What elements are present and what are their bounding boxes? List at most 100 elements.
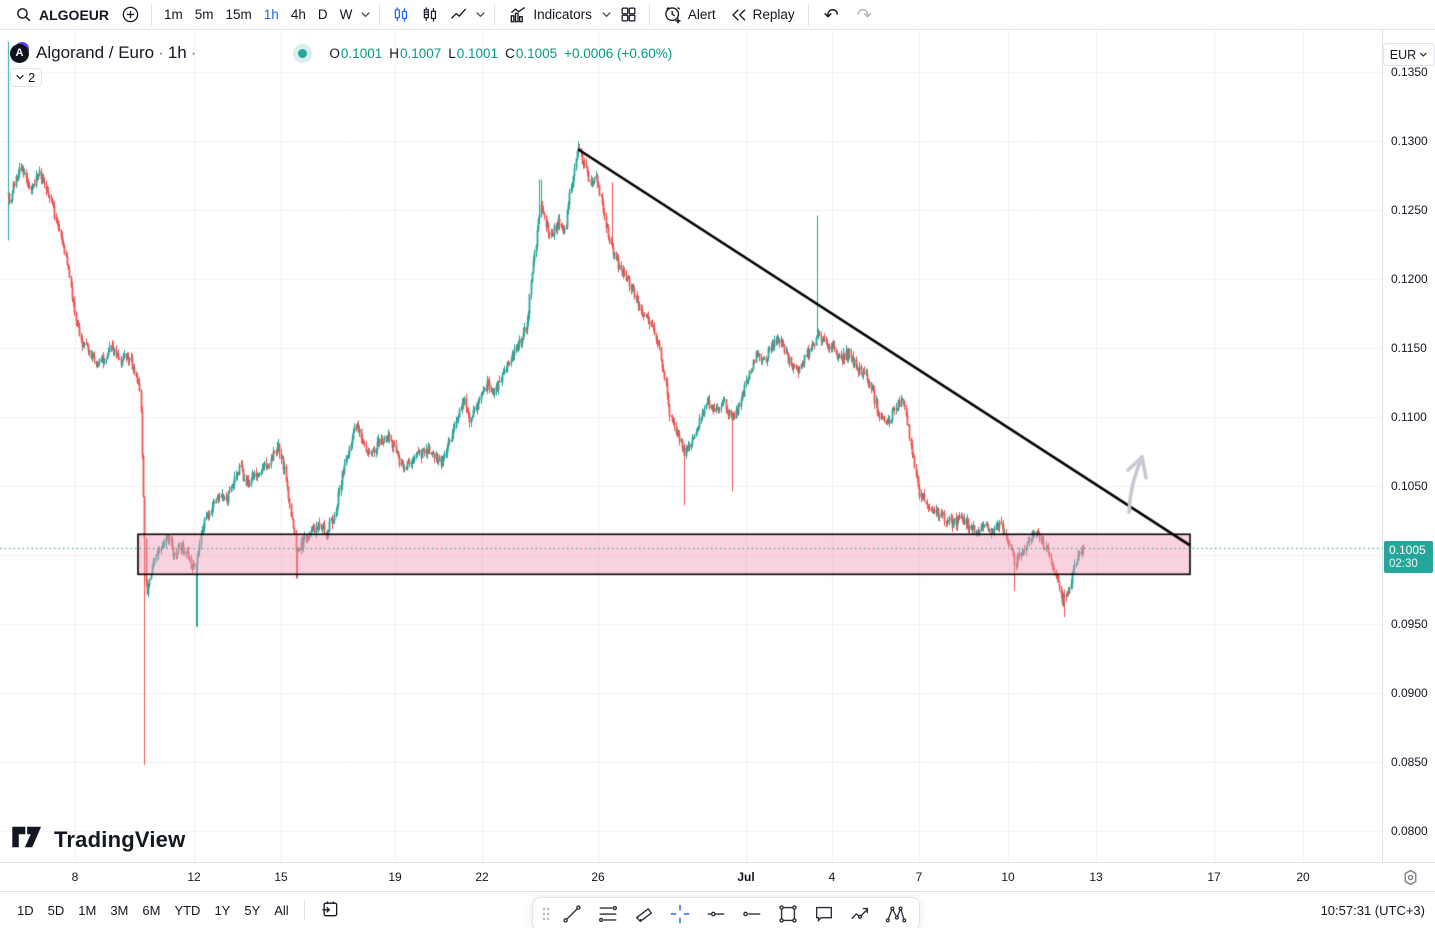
chevron-down-icon xyxy=(15,70,25,85)
go-to-date-button[interactable] xyxy=(313,894,347,927)
toolbar-divider xyxy=(303,900,305,920)
range-group: 1D 5D 1M 3M 6M YTD 1Y 5Y All xyxy=(10,898,296,923)
interval-button-D[interactable]: D xyxy=(312,2,334,28)
price-change: +0.0006 (+0.60%) xyxy=(564,45,673,61)
ray-icon[interactable] xyxy=(735,900,769,928)
rectangle-tool-icon[interactable] xyxy=(771,900,805,928)
price-axis-label: 0.1350 xyxy=(1391,65,1428,79)
time-axis-tick-12: 12 xyxy=(187,870,201,884)
crosshair-icon[interactable] xyxy=(663,900,697,928)
time-axis-tick-Jul: Jul xyxy=(737,870,755,884)
toolbar-divider xyxy=(807,3,809,26)
interval-button-W[interactable]: W xyxy=(334,2,359,28)
time-axis-tick-22: 22 xyxy=(475,870,489,884)
range-button-1y[interactable]: 1Y xyxy=(207,898,237,923)
toolbar-divider xyxy=(379,3,381,26)
price-axis-label: 0.1300 xyxy=(1391,134,1428,148)
time-axis-tick-15: 15 xyxy=(274,870,288,884)
replay-button[interactable]: Replay xyxy=(723,2,802,28)
price-chart-canvas[interactable] xyxy=(0,30,1382,862)
time-axis[interactable]: 8 12 15 19 22 26 Jul 4 7 10 13 17 20 xyxy=(0,862,1435,891)
replay-icon xyxy=(730,6,748,24)
symbol-search-button[interactable]: ALGOEUR xyxy=(8,2,116,28)
chart-style-menu-button[interactable] xyxy=(473,2,488,28)
toolbar-divider xyxy=(648,3,650,26)
horizontal-ray-icon[interactable] xyxy=(699,900,733,928)
alert-label: Alert xyxy=(687,7,716,22)
comment-icon[interactable] xyxy=(807,900,841,928)
undo-icon: ↶ xyxy=(823,4,839,25)
time-axis-tick-20: 20 xyxy=(1296,870,1310,884)
chart-style-line-button[interactable] xyxy=(444,2,473,28)
chart-style-candles-button[interactable] xyxy=(386,2,415,28)
interval-menu-button[interactable] xyxy=(358,2,373,28)
bar-countdown: 02:30 xyxy=(1389,557,1418,570)
time-axis-tick-7: 7 xyxy=(915,870,923,884)
clock-timezone-button[interactable]: 10:57:31 (UTC+3) xyxy=(1320,902,1425,918)
line-style-icon xyxy=(449,5,468,24)
symbol-title[interactable]: Algorand / Euro · 1h · xyxy=(36,43,197,62)
range-button-6m[interactable]: 6M xyxy=(135,898,167,923)
symbol-name: ALGOEUR xyxy=(39,6,109,23)
last-price-label: 0.1005 02:30 xyxy=(1384,540,1433,573)
tradingview-logo[interactable]: TradingView xyxy=(12,824,185,855)
toolbar-divider xyxy=(151,3,152,26)
interval-button-5m[interactable]: 5m xyxy=(189,2,220,28)
chevron-down-icon xyxy=(601,9,612,20)
drag-handle-icon[interactable] xyxy=(539,900,553,928)
indicators-menu-button[interactable] xyxy=(599,2,614,28)
undo-button[interactable]: ↶ xyxy=(815,2,848,28)
redo-button[interactable]: ↷ xyxy=(848,2,881,28)
price-axis-label: 0.0950 xyxy=(1391,617,1428,631)
axis-settings-icon[interactable] xyxy=(1400,867,1421,891)
price-axis-label: 0.0900 xyxy=(1391,686,1428,700)
range-button-all[interactable]: All xyxy=(267,898,295,923)
time-axis-tick-10: 10 xyxy=(1001,870,1015,884)
time-axis-tick-13: 13 xyxy=(1089,870,1103,884)
price-axis-label: 0.1200 xyxy=(1391,272,1428,286)
interval-button-4h[interactable]: 4h xyxy=(285,2,312,28)
range-button-1d[interactable]: 1D xyxy=(10,898,41,923)
toolbar-divider xyxy=(494,3,496,26)
layout-grid-button[interactable] xyxy=(614,2,643,28)
interval-button-1h[interactable]: 1h xyxy=(258,2,285,28)
fib-retracement-icon[interactable] xyxy=(591,900,625,928)
redo-icon: ↷ xyxy=(856,4,872,25)
alert-clock-icon xyxy=(663,5,683,25)
top-toolbar: ALGOEUR 1m 5m 15m 1h 4h D W xyxy=(0,0,1435,30)
compare-add-button[interactable] xyxy=(116,2,145,28)
time-axis-tick-8: 8 xyxy=(71,870,79,884)
time-axis-tick-4: 4 xyxy=(828,870,836,884)
xabcd-pattern-icon[interactable] xyxy=(879,900,913,928)
ohlc-values: O0.1001 H0.1007 L0.1001 C0.1005 +0.0006 … xyxy=(329,45,673,61)
time-axis-tick-19: 19 xyxy=(388,870,402,884)
brush-icon[interactable] xyxy=(627,900,661,928)
currency-selector-button[interactable]: EUR xyxy=(1382,43,1435,66)
time-axis-tick-26: 26 xyxy=(591,870,605,884)
go-to-date-icon xyxy=(320,901,340,922)
candles-icon xyxy=(391,5,410,24)
indicators-button[interactable]: Indicators xyxy=(501,2,599,28)
chart-legend: A Algorand / Euro · 1h · O0.1001 H0.1007 L0… xyxy=(10,41,673,63)
interval-button-1m[interactable]: 1m xyxy=(158,2,189,28)
range-button-3m[interactable]: 3M xyxy=(103,898,135,923)
price-axis-label: 0.1150 xyxy=(1391,341,1427,355)
price-axis-label: 0.0850 xyxy=(1391,755,1428,769)
market-status-icon[interactable] xyxy=(293,43,313,63)
object-tree-collapse-button[interactable]: 2 xyxy=(10,68,43,87)
hollow-candles-icon xyxy=(420,5,439,24)
range-button-1m[interactable]: 1M xyxy=(71,898,103,923)
range-button-5y[interactable]: 5Y xyxy=(237,898,267,923)
range-button-5d[interactable]: 5D xyxy=(41,898,72,923)
drawing-toolbar xyxy=(532,897,920,928)
chevron-down-icon xyxy=(475,9,486,20)
alert-button[interactable]: Alert xyxy=(656,2,723,28)
arrow-marker-icon[interactable] xyxy=(843,900,877,928)
price-axis[interactable]: EUR 0.1350 0.1300 0.1250 0.1200 0.1150 0.1100… xyxy=(1382,30,1435,862)
range-button-ytd[interactable]: YTD xyxy=(167,898,207,923)
interval-button-15m[interactable]: 15m xyxy=(220,2,258,28)
chart-style-hollow-candles-button[interactable] xyxy=(415,2,444,28)
price-axis-label: 0.0800 xyxy=(1391,824,1428,838)
trendline-tool-icon[interactable] xyxy=(555,900,589,928)
